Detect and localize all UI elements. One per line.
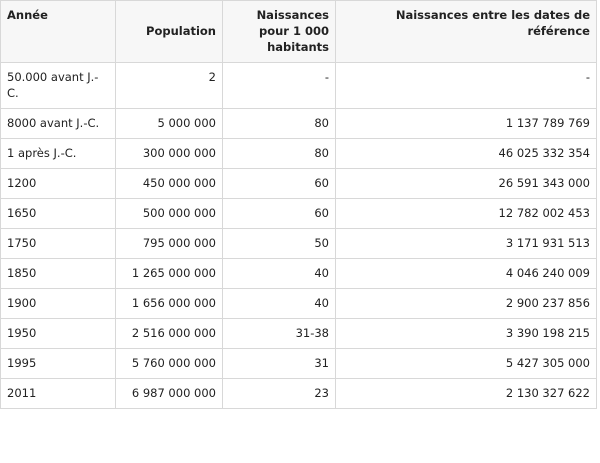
table-cell: 40 (222, 288, 336, 319)
table-row: 8000 avant J.-C. 5 000 000 80 1 137 789 769 (0, 108, 597, 139)
table-cell: 1650 (0, 198, 116, 229)
table-cell: 1 après J.-C. (0, 138, 116, 169)
table-cell: 1 656 000 000 (115, 288, 223, 319)
header-cell: Naissances pour 1 000 habitants (222, 0, 336, 63)
table-cell: 2 (115, 62, 223, 109)
table-cell: 8000 avant J.-C. (0, 108, 116, 139)
table-cell: 3 171 931 513 (335, 228, 597, 259)
table-row: 1650 500 000 000 60 12 782 002 453 (0, 198, 597, 229)
table-cell: 2 516 000 000 (115, 318, 223, 349)
header-row: Année Population Naissances pour 1 000 hab… (0, 0, 597, 63)
table-cell: 12 782 002 453 (335, 198, 597, 229)
header-cell: Naissances entre les dates de référence (335, 0, 597, 63)
table-cell: 4 046 240 009 (335, 258, 597, 289)
table-row: 1995 5 760 000 000 31 5 427 305 000 (0, 348, 597, 379)
table-cell: 1 137 789 769 (335, 108, 597, 139)
table-row: 1850 1 265 000 000 40 4 046 240 009 (0, 258, 597, 289)
table-cell: 26 591 343 000 (335, 168, 597, 199)
table-cell: 31-38 (222, 318, 336, 349)
table-cell: 60 (222, 168, 336, 199)
table-cell: 2 130 327 622 (335, 378, 597, 409)
table-cell: 60 (222, 198, 336, 229)
table-row: 1750 795 000 000 50 3 171 931 513 (0, 228, 597, 259)
table-row: 1950 2 516 000 000 31-38 3 390 198 215 (0, 318, 597, 349)
table-cell: 2 900 237 856 (335, 288, 597, 319)
table-cell: 1 265 000 000 (115, 258, 223, 289)
table-cell: 80 (222, 108, 336, 139)
header-cell: Population (115, 0, 223, 63)
table-cell: 31 (222, 348, 336, 379)
table-cell: 80 (222, 138, 336, 169)
table-cell: 6 987 000 000 (115, 378, 223, 409)
table-cell: 5 427 305 000 (335, 348, 597, 379)
table-cell: 46 025 332 354 (335, 138, 597, 169)
table-cell: 50.000 avant J.-C. (0, 62, 116, 109)
table-row: 2011 6 987 000 000 23 2 130 327 622 (0, 378, 597, 409)
table-cell: 1850 (0, 258, 116, 289)
header-cell: Année (0, 0, 116, 63)
data-table: Année Population Naissances pour 1 000 hab… (0, 0, 597, 409)
table-row: 50.000 avant J.-C. 2- - (0, 62, 597, 109)
table-cell: 300 000 000 (115, 138, 223, 169)
table-cell: 1995 (0, 348, 116, 379)
table-cell: 40 (222, 258, 336, 289)
table-cell: 23 (222, 378, 336, 409)
table-cell: 1200 (0, 168, 116, 199)
table-cell: - (335, 62, 597, 109)
table-cell: 1750 (0, 228, 116, 259)
table-cell: 2011 (0, 378, 116, 409)
table-cell: 500 000 000 (115, 198, 223, 229)
table-cell: - (222, 62, 336, 109)
table-cell: 50 (222, 228, 336, 259)
table-row: 1 après J.-C. 300 000 000 80 46 025 332 354 (0, 138, 597, 169)
table-row: 1200 450 000 000 60 26 591 343 000 (0, 168, 597, 199)
table-row: 1900 1 656 000 000 40 2 900 237 856 (0, 288, 597, 319)
table-body: 50.000 avant J.-C. 2- -8000 avant J.-C. 5 0… (0, 62, 597, 409)
table-cell: 1950 (0, 318, 116, 349)
table-cell: 3 390 198 215 (335, 318, 597, 349)
table-cell: 1900 (0, 288, 116, 319)
table-cell: 795 000 000 (115, 228, 223, 259)
table-cell: 450 000 000 (115, 168, 223, 199)
table-cell: 5 760 000 000 (115, 348, 223, 379)
table-cell: 5 000 000 (115, 108, 223, 139)
